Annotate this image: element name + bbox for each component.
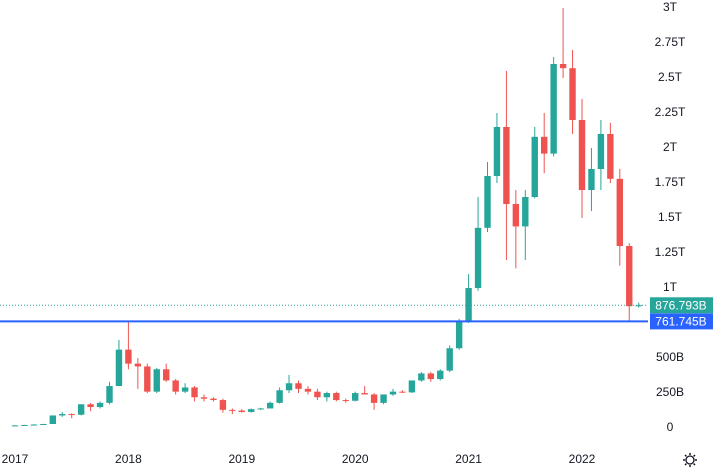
candle-body [125, 349, 132, 364]
candle-body [163, 369, 170, 381]
candle-body [181, 387, 189, 392]
candle-body [68, 414, 75, 416]
candle-body [200, 397, 208, 399]
candle-body [314, 391, 321, 398]
candle-body [578, 120, 586, 191]
candle-body [342, 400, 349, 402]
candle-body [569, 68, 576, 121]
candle-body [96, 402, 104, 408]
candle-body [106, 386, 113, 403]
candle-body [588, 169, 595, 191]
candle-body [597, 134, 605, 170]
y-tick-label: 0 [667, 420, 674, 434]
candle-body [219, 400, 227, 410]
candle-body [210, 398, 217, 401]
candle-body [144, 366, 151, 392]
candle-body [607, 134, 614, 179]
candle-body [248, 409, 255, 412]
candle-body [635, 305, 642, 307]
candle-body [304, 388, 312, 392]
candle-body [172, 380, 179, 392]
x-tick-label: 2020 [342, 452, 369, 466]
candle-body [484, 176, 491, 228]
candle-body [541, 136, 548, 154]
candle-body [323, 393, 331, 398]
candle-body [333, 393, 340, 401]
candle-body [134, 363, 142, 367]
candle-body [626, 246, 633, 307]
x-tick-label: 2019 [228, 452, 255, 466]
y-tick-label: 2T [663, 140, 678, 154]
candle-body [30, 424, 38, 426]
candle-body [512, 204, 520, 227]
candle-body [153, 369, 160, 392]
candle-body [59, 414, 66, 416]
candle-body [77, 404, 85, 415]
candle-body [455, 321, 463, 349]
candle-body [21, 424, 28, 426]
y-tick-label: 2.75T [655, 35, 686, 49]
x-tick-label: 2017 [2, 452, 29, 466]
candle-body [522, 197, 529, 227]
price-label: 761.745B [655, 315, 706, 329]
candle-body [503, 127, 510, 205]
y-tick-label: 1.5T [658, 210, 683, 224]
candle-body [266, 402, 274, 409]
candle-body [295, 383, 302, 389]
candle-body [616, 178, 623, 247]
y-tick-label: 1.25T [655, 245, 686, 259]
y-tick-label: 2.5T [658, 70, 683, 84]
y-tick-label: 500B [656, 350, 684, 364]
y-tick-label: 2.25T [655, 105, 686, 119]
candle-body [238, 410, 245, 412]
candle-body [115, 349, 123, 387]
candle-body [559, 63, 567, 69]
y-tick-label: 250B [656, 385, 684, 399]
candle-body [408, 380, 416, 393]
candle-body [399, 391, 406, 393]
candle-body [418, 373, 425, 381]
candle-body [437, 370, 444, 380]
y-tick-label: 1.75T [655, 175, 686, 189]
candle-body [40, 423, 47, 425]
candle-body [11, 425, 19, 427]
price-label: 876.793B [655, 298, 706, 312]
price-label-box [650, 313, 713, 330]
candle-body [550, 63, 557, 154]
gear-ring [685, 455, 695, 465]
candle-body [531, 136, 538, 198]
candle-body [493, 127, 501, 177]
gear-teeth [683, 453, 697, 467]
candle-body [446, 348, 453, 371]
candle-body [474, 227, 482, 289]
candle-body [285, 383, 293, 391]
candle-body [380, 394, 387, 403]
candle-body [87, 404, 94, 408]
y-tick-label: 3T [663, 0, 678, 14]
candle-body [49, 415, 56, 424]
y-tick-label: 1T [663, 280, 678, 294]
candle-body [276, 390, 283, 403]
candle-body [257, 408, 264, 410]
price-label-box [650, 297, 713, 314]
settings-icon[interactable] [683, 453, 697, 467]
x-tick-label: 2022 [569, 452, 596, 466]
candle-body [370, 394, 378, 403]
candle-body [229, 409, 236, 411]
candle-body [427, 373, 434, 380]
candle-body [352, 393, 359, 401]
candle-body [191, 387, 198, 398]
candle-body [361, 393, 368, 395]
candle-body [389, 391, 397, 395]
x-tick-label: 2021 [455, 452, 482, 466]
x-tick-label: 2018 [115, 452, 142, 466]
